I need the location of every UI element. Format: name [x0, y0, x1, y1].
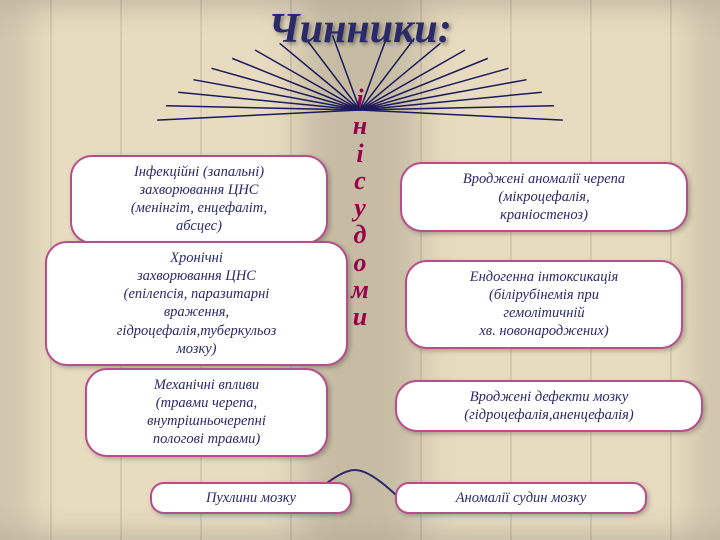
bubble-vessel-anomalies: Аномалії судин мозку: [395, 482, 647, 514]
bubble-mechanical: Механічні впливи (травми черепа, внутріш…: [85, 368, 328, 457]
bubble-infectious: Інфекційні (запальні) захворювання ЦНС (…: [70, 155, 328, 244]
page-title: Чинники:: [268, 5, 451, 53]
bubble-congenital-brain: Вроджені дефекти мозку (гідроцефалія,ане…: [395, 380, 703, 432]
bubble-congenital-skull: Вроджені аномалії черепа (мікроцефалія, …: [400, 162, 688, 232]
bubble-tumors: Пухлини мозку: [150, 482, 352, 514]
bubble-chronic: Хронічні захворювання ЦНС (епілепсія, па…: [45, 241, 348, 366]
bubble-endogenous: Ендогенна інтоксикація (білірубінемія пр…: [405, 260, 683, 349]
